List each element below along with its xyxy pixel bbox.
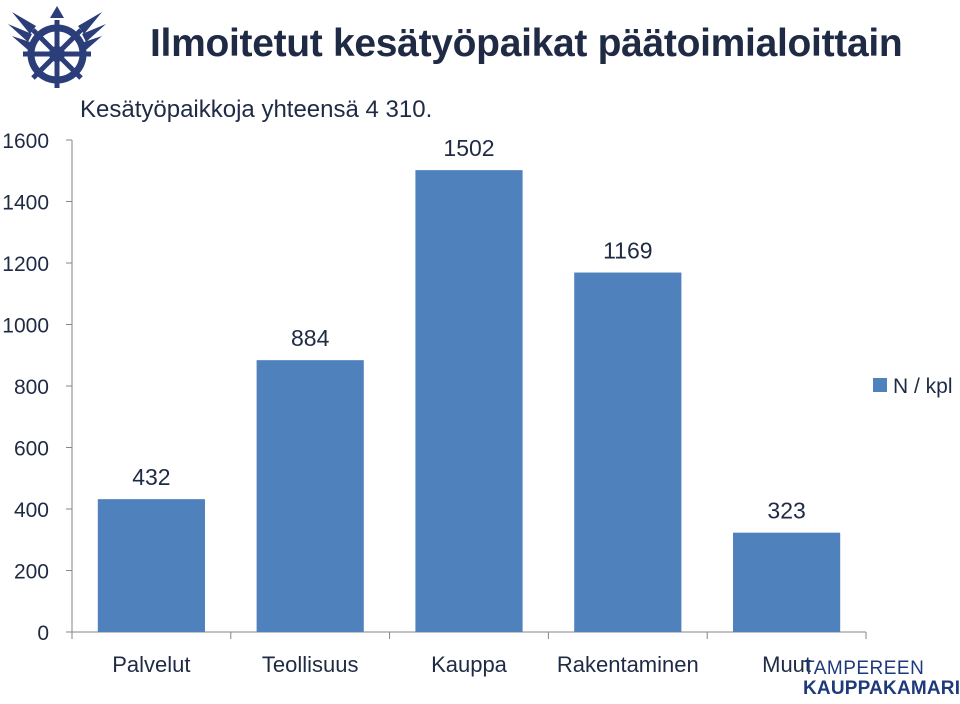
bar bbox=[733, 532, 841, 632]
y-tick-label: 1400 bbox=[2, 192, 49, 215]
category-label: Rakentaminen bbox=[557, 652, 699, 677]
category-label: Teollisuus bbox=[262, 652, 359, 677]
y-tick-label: 400 bbox=[14, 499, 49, 522]
y-tick-label: 1200 bbox=[2, 253, 49, 276]
category-labels: Palvelut Teollisuus Kauppa Rakentaminen Muut bbox=[112, 652, 811, 677]
category-label: Kauppa bbox=[431, 652, 508, 677]
bar bbox=[415, 170, 523, 632]
y-tick-label: 0 bbox=[37, 622, 49, 645]
legend-label: N / kpl bbox=[893, 375, 953, 398]
bar-series bbox=[97, 170, 841, 632]
chart-legend: N / kpl bbox=[873, 375, 953, 398]
brand-wordmark: TAMPEREEN KAUPPAKAMARI bbox=[803, 658, 960, 699]
y-tick-label: 1600 bbox=[2, 130, 49, 153]
data-label: 1169 bbox=[603, 238, 652, 264]
data-labels: 432 884 1502 1169 323 bbox=[132, 135, 806, 524]
chamber-logo-icon bbox=[8, 6, 106, 88]
bar bbox=[574, 272, 682, 632]
brand-line-2: KAUPPAKAMARI bbox=[803, 678, 960, 699]
y-tick-label: 200 bbox=[14, 561, 49, 584]
y-axis: 0 200 400 600 800 1000 1200 1400 1600 bbox=[2, 130, 73, 645]
legend-swatch bbox=[873, 378, 887, 392]
chart-subtitle: Kesätyöpaikkoja yhteensä 4 310. bbox=[80, 96, 433, 123]
category-label: Muut bbox=[762, 652, 811, 677]
data-label: 432 bbox=[132, 464, 170, 490]
data-label: 323 bbox=[767, 498, 805, 524]
data-label: 1502 bbox=[443, 135, 494, 161]
x-axis bbox=[71, 631, 867, 639]
brand-line-1: TAMPEREEN bbox=[803, 658, 925, 679]
y-tick-label: 600 bbox=[14, 438, 49, 461]
y-tick-label: 1000 bbox=[2, 315, 49, 338]
bar bbox=[256, 360, 364, 632]
bar bbox=[97, 499, 205, 632]
page-title: Ilmoitetut kesätyöpaikat päätoimialoitta… bbox=[150, 22, 903, 65]
data-label: 884 bbox=[291, 325, 330, 351]
category-label: Palvelut bbox=[112, 652, 190, 677]
y-tick-label: 800 bbox=[14, 376, 49, 399]
